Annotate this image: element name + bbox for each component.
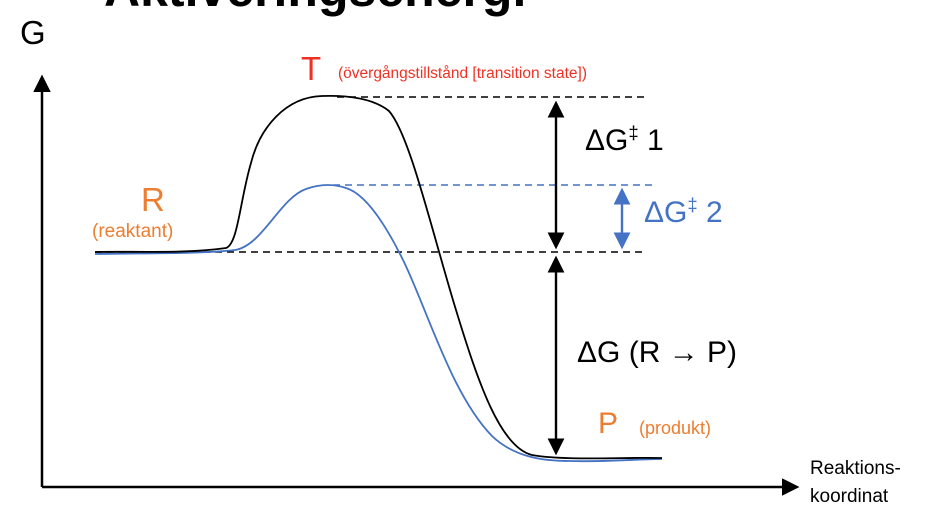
- transition-state-note: (övergångstillstånd [transition state]): [338, 65, 587, 82]
- x-axis-label-line2: koordinat: [810, 485, 889, 507]
- x-axis-label-line1: Reaktions-: [810, 458, 901, 479]
- delta-g2-base: ΔG: [644, 196, 688, 229]
- product-label: P: [598, 407, 619, 440]
- double-dagger-icon: ‡: [687, 194, 698, 215]
- delta-g1-base: ΔG: [585, 124, 629, 157]
- reactant-note: (reaktant): [92, 221, 174, 242]
- delta-g-overall-label: ΔG (R → P): [577, 336, 738, 369]
- x-axis-label: Reaktions- koordinat: [810, 455, 901, 510]
- delta-g1-label: ΔG‡ 1: [585, 122, 664, 157]
- transition-state-label: T: [301, 50, 322, 87]
- delta-g1-suffix: 1: [638, 124, 664, 157]
- y-axis-label: G: [20, 14, 46, 51]
- product-note: (produkt): [639, 418, 712, 438]
- reactant-label: R: [141, 181, 165, 218]
- catalyzed-energy-curve: [94, 184, 663, 463]
- delta-g2-label: ΔG‡ 2: [644, 194, 723, 229]
- uncatalyzed-energy-curve: [94, 94, 663, 460]
- page-title: Aktiveringsenergi: [104, 0, 526, 14]
- delta-g2-suffix: 2: [697, 196, 723, 229]
- double-dagger-icon: ‡: [628, 122, 639, 143]
